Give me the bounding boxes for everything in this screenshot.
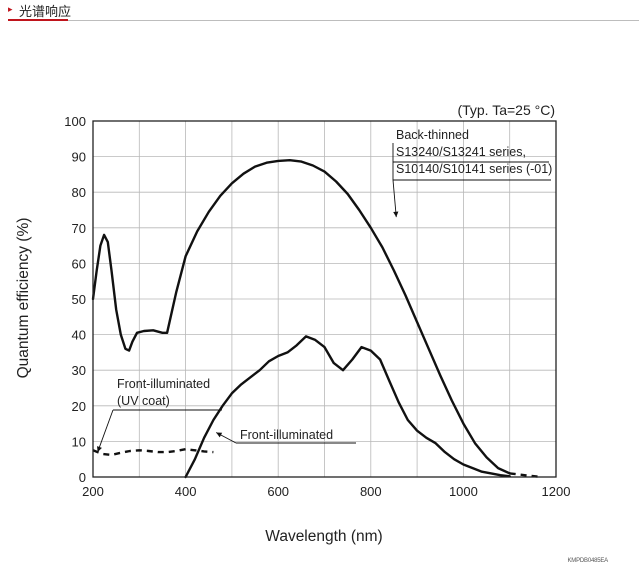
annotation-back-thinned: Back-thinned	[396, 128, 469, 142]
x-tick-label: 1000	[449, 484, 478, 499]
figure-code: KMPDB0485EA	[567, 558, 609, 564]
y-axis-label: Quantum efficiency (%)	[15, 218, 32, 379]
x-axis-label: Wavelength (nm)	[265, 528, 382, 545]
annotation-front-illuminated: Front-illuminated	[240, 428, 333, 442]
section-title: 光谱响应	[19, 5, 72, 20]
x-tick-label: 800	[360, 484, 382, 499]
y-tick-label: 60	[72, 256, 86, 271]
x-tick-label: 600	[267, 484, 289, 499]
series-line-3	[92, 448, 214, 457]
annotation-back-thinned: S13240/S13241 series,	[396, 145, 526, 159]
annotation-front-illuminated-leader-head	[216, 432, 223, 438]
section-divider-accent	[8, 19, 68, 21]
chart-title: (Typ. Ta=25 °C)	[457, 102, 555, 118]
y-tick-label: 80	[72, 185, 86, 200]
annotation-front-uv-leader-head	[97, 446, 102, 453]
annotation-front-uv: (UV coat)	[117, 394, 170, 408]
annotation-back-thinned-leader-head	[393, 211, 399, 218]
x-tick-label: 200	[82, 484, 104, 499]
section-header: ▸ 光谱响应	[0, 0, 639, 22]
series-line-0	[91, 159, 511, 475]
annotation-back-thinned-leader	[392, 179, 397, 218]
section-divider	[8, 20, 639, 21]
annotation-front-uv: Front-illuminated	[117, 377, 210, 391]
y-tick-label: 10	[72, 434, 86, 449]
y-tick-label: 90	[72, 150, 86, 165]
y-tick-label: 70	[72, 221, 86, 236]
annotation-back-thinned: S10140/S10141 series (-01)	[396, 162, 552, 176]
annotation-front-uv-leader	[97, 409, 114, 453]
chart-annotations: Back-thinned S13240/S13241 series, S10140/…	[117, 128, 552, 442]
x-tick-label: 1200	[542, 484, 571, 499]
y-tick-label: 30	[72, 363, 86, 378]
chart-grid	[93, 121, 556, 477]
section-marker-icon: ▸	[8, 4, 13, 14]
y-tick-label: 100	[64, 114, 86, 129]
y-tick-label: 40	[72, 328, 86, 343]
annotation-back-thinned-bracket	[392, 143, 551, 181]
series-line-2	[184, 335, 511, 479]
annotation-leaders	[97, 143, 551, 453]
plot-frame	[92, 120, 557, 478]
y-tick-label: 50	[72, 292, 86, 307]
y-tick-label: 0	[79, 470, 86, 485]
chart-series	[91, 159, 543, 479]
x-tick-label: 400	[175, 484, 197, 499]
y-tick-label: 20	[72, 399, 86, 414]
chart-tick-labels: 0 10 20 30 40 50 60 70 80 90 100 200 400 600 800 1000 12…	[64, 114, 570, 499]
